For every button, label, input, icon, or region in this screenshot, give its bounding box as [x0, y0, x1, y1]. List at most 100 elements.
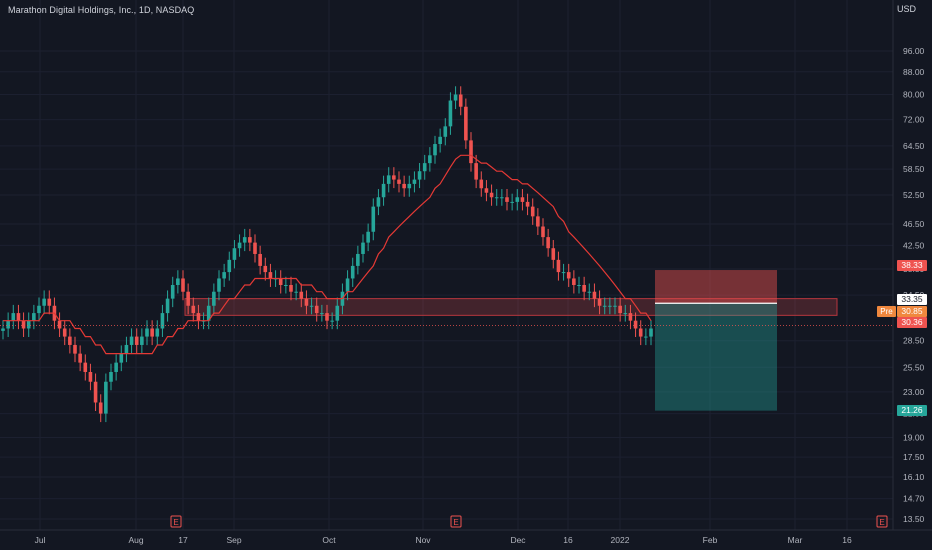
price-tick-label: 16.10 — [903, 472, 925, 482]
candle-body — [350, 265, 355, 279]
candle-body — [361, 242, 365, 254]
pre-market-label: Pre — [877, 306, 896, 317]
earnings-box — [450, 515, 462, 528]
candle-body — [582, 284, 586, 292]
currency-selector[interactable]: USD — [897, 4, 917, 14]
earnings-label: E — [879, 518, 884, 527]
time-tick-label: Dec — [510, 535, 526, 545]
candle-body — [314, 305, 319, 314]
time-tick-label: 16 — [563, 535, 573, 545]
earnings-marker[interactable]: E — [450, 515, 462, 528]
candle-body — [448, 100, 453, 127]
candle-body — [134, 336, 139, 345]
candle-body — [633, 320, 638, 329]
candle-body — [618, 305, 622, 314]
price-tick-label: 52.50 — [903, 190, 925, 200]
candle-body — [78, 353, 82, 363]
earnings-marker[interactable]: E — [170, 515, 182, 528]
candle-body — [644, 336, 648, 338]
candle-body — [510, 201, 514, 203]
candle-body — [443, 126, 448, 137]
candle-body — [546, 237, 550, 249]
candle-body — [294, 291, 298, 293]
candle-body — [253, 242, 257, 254]
candle-body — [289, 284, 293, 292]
candle-body — [21, 320, 26, 329]
candle-body — [438, 136, 442, 145]
candle-body — [489, 192, 494, 198]
moving-average-line — [3, 154, 652, 355]
candle-body — [88, 371, 93, 382]
earnings-label: E — [173, 518, 178, 527]
candle-body — [484, 188, 489, 193]
candle-body — [98, 402, 103, 414]
candle-body — [248, 237, 252, 243]
candle-body — [104, 381, 108, 414]
time-tick-label: Feb — [703, 535, 718, 545]
price-tick-label: 25.50 — [903, 362, 925, 372]
candle-body — [196, 313, 201, 321]
pre-market-price-tag: 30.85 — [897, 306, 927, 317]
candle-body — [284, 284, 288, 286]
candle-body — [587, 291, 592, 293]
candle-body — [42, 298, 46, 306]
candle-body — [469, 140, 473, 164]
earnings-label: E — [453, 518, 458, 527]
candle-body — [165, 298, 170, 314]
price-tick-label: 96.00 — [903, 46, 925, 56]
candle-body — [417, 171, 422, 180]
price-tick-label: 58.50 — [903, 164, 925, 174]
time-axis[interactable]: Jul Aug 17 Sep Oct Nov Dec 16 2022 Feb Mar 16 — [35, 535, 852, 545]
candle-body — [602, 305, 607, 307]
candle-body — [145, 328, 149, 337]
candle-body — [572, 278, 576, 285]
time-tick-label: Oct — [322, 535, 336, 545]
candle-body — [119, 353, 124, 363]
time-tick-label: 17 — [178, 535, 188, 545]
trade-zones — [184, 270, 838, 411]
candle-body — [309, 305, 314, 307]
earnings-marker[interactable]: E — [876, 515, 888, 528]
candle-body — [114, 362, 118, 372]
candle-body — [325, 313, 329, 321]
stop-price-tag: 38.33 — [897, 260, 927, 271]
candle-body — [381, 183, 386, 198]
candles — [1, 86, 653, 423]
time-tick-label: 16 — [842, 535, 852, 545]
candle-body — [68, 336, 72, 345]
price-tick-label: 42.50 — [903, 240, 925, 250]
candle-body — [530, 206, 535, 217]
candle-body — [237, 242, 242, 249]
candle-body — [551, 248, 556, 260]
candle-body — [525, 201, 530, 207]
candle-body — [561, 272, 566, 274]
candle-body — [11, 313, 16, 321]
grid — [0, 0, 893, 530]
symbol-title: Marathon Digital Holdings, Inc., 1D, NAS… — [8, 5, 195, 15]
candle-body — [638, 328, 643, 337]
price-tick-label: 64.50 — [903, 141, 925, 151]
target-price-tag: 21.26 — [897, 405, 927, 416]
candle-body — [304, 298, 309, 306]
candle-body — [160, 313, 165, 329]
price-tick-label: 80.00 — [903, 89, 925, 99]
candle-body — [263, 265, 268, 273]
candle-body — [515, 197, 520, 202]
price-tick-label: 17.50 — [903, 452, 925, 462]
candle-body — [376, 197, 381, 207]
candle-body — [212, 291, 216, 306]
candle-body — [206, 305, 211, 321]
candle-body — [37, 305, 41, 314]
price-tick-label: 72.00 — [903, 115, 925, 125]
candle-body — [26, 320, 31, 329]
earnings-box — [170, 515, 182, 528]
take-profit-zone — [655, 303, 777, 411]
candle-body — [392, 175, 396, 180]
candle-body — [371, 206, 376, 232]
candle-body — [494, 197, 499, 199]
price-tick-label: 14.70 — [903, 494, 925, 504]
candle-body — [57, 320, 62, 329]
candle-body — [16, 313, 21, 321]
